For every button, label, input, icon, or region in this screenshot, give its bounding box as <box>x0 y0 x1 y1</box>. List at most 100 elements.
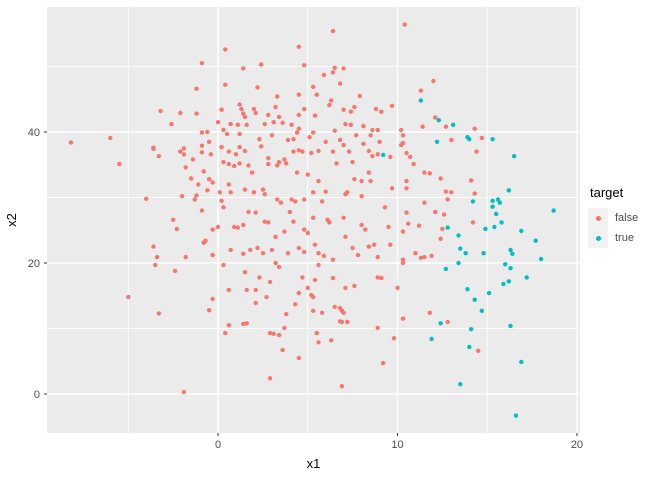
data-point-false <box>210 296 215 302</box>
data-point-false <box>388 154 393 160</box>
data-point-false <box>151 244 156 249</box>
data-point-false <box>210 227 215 232</box>
data-point-false <box>443 189 449 194</box>
data-point-false <box>302 62 307 68</box>
data-point-false <box>296 148 301 153</box>
data-point-false <box>178 110 183 116</box>
data-point-false <box>314 330 319 336</box>
data-point-false <box>153 262 158 268</box>
data-point-false <box>273 104 278 110</box>
data-point-false <box>375 254 380 260</box>
data-point-false <box>253 110 258 116</box>
data-point-false <box>172 268 178 274</box>
data-point-false <box>404 186 409 191</box>
data-point-false <box>196 182 201 187</box>
data-point-false <box>228 247 233 253</box>
data-point-true <box>506 279 511 284</box>
data-point-false <box>389 186 395 191</box>
data-point-false <box>343 121 348 127</box>
data-point-false <box>269 247 275 253</box>
data-point-false <box>363 227 368 232</box>
data-point-false <box>253 287 258 293</box>
data-point-false <box>223 47 228 52</box>
data-point-true <box>434 139 440 144</box>
data-point-false <box>276 114 282 120</box>
data-point-false <box>341 66 346 71</box>
data-point-false <box>354 133 359 138</box>
data-point-false <box>440 226 445 232</box>
data-point-false <box>223 330 228 336</box>
data-point-false <box>332 65 337 71</box>
data-point-false <box>219 107 224 112</box>
y-tick-label: 40 <box>28 127 40 139</box>
data-point-false <box>217 190 222 195</box>
legend-dot-true <box>595 235 601 241</box>
data-point-false <box>445 319 450 325</box>
data-point-false <box>237 131 242 137</box>
data-point-false <box>246 209 251 215</box>
data-point-true <box>450 122 456 128</box>
data-point-false <box>206 139 212 144</box>
data-point-false <box>346 149 352 154</box>
data-point-true <box>510 251 515 256</box>
data-point-false <box>226 161 231 167</box>
data-point-false <box>391 336 397 341</box>
data-point-false <box>400 316 406 321</box>
data-point-false <box>249 170 255 175</box>
data-point-false <box>192 197 197 202</box>
data-point-false <box>375 127 380 133</box>
data-point-false <box>232 224 237 230</box>
data-point-false <box>382 205 388 210</box>
data-point-false <box>352 283 357 289</box>
data-point-false <box>257 275 262 280</box>
data-point-false <box>418 255 423 260</box>
data-point-false <box>223 82 228 88</box>
y-tick-label: 0 <box>34 389 40 401</box>
data-point-false <box>323 139 328 144</box>
data-point-false <box>359 222 364 228</box>
data-point-false <box>296 245 301 251</box>
data-point-true <box>458 246 463 251</box>
data-point-true <box>463 251 468 256</box>
data-point-false <box>246 163 251 168</box>
data-point-false <box>205 129 210 135</box>
data-point-false <box>302 249 307 255</box>
data-point-false <box>264 294 269 300</box>
data-point-false <box>302 227 307 232</box>
data-point-false <box>310 215 316 220</box>
data-point-false <box>422 254 427 260</box>
data-point-true <box>508 247 513 253</box>
data-point-false <box>291 137 296 142</box>
data-point-false <box>262 192 267 197</box>
data-point-false <box>206 308 212 313</box>
data-point-false <box>219 144 224 150</box>
data-point-false <box>296 92 301 97</box>
data-point-false <box>181 389 187 395</box>
data-point-false <box>266 220 271 225</box>
data-point-false <box>242 148 248 154</box>
data-point-false <box>201 169 206 174</box>
data-point-false <box>241 222 246 228</box>
data-point-false <box>373 106 379 112</box>
data-point-false <box>400 140 406 146</box>
data-point-false <box>275 197 280 202</box>
data-point-false <box>366 170 371 175</box>
data-point-false <box>433 209 438 215</box>
data-point-false <box>470 220 476 225</box>
data-point-false <box>215 120 221 125</box>
data-point-false <box>404 178 409 184</box>
data-point-false <box>228 190 233 195</box>
legend-key <box>588 208 608 228</box>
data-point-false <box>266 156 271 161</box>
y-axis-title: x2 <box>4 213 19 227</box>
data-point-false <box>352 104 357 110</box>
data-point-false <box>126 294 131 300</box>
data-point-false <box>294 170 300 175</box>
data-point-true <box>456 260 461 266</box>
data-point-false <box>411 161 416 167</box>
data-point-false <box>431 78 436 84</box>
data-point-false <box>221 127 226 133</box>
data-point-false <box>375 152 380 157</box>
data-point-true <box>436 118 441 123</box>
data-point-false <box>300 149 305 154</box>
